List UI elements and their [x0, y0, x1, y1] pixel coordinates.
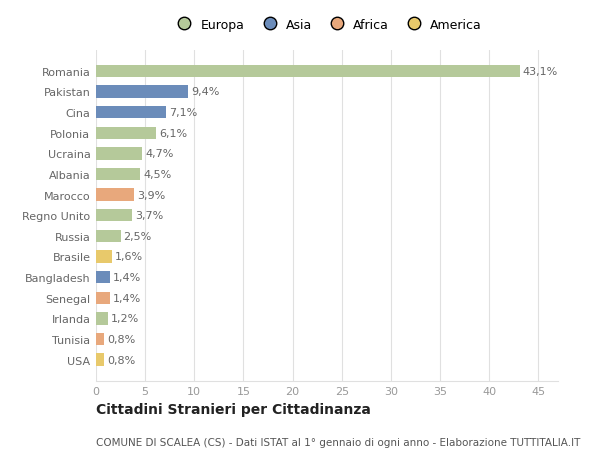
Bar	[96, 251, 112, 263]
Bar	[96, 168, 140, 181]
Legend: Europa, Asia, Africa, America: Europa, Asia, Africa, America	[167, 14, 487, 37]
Text: 4,7%: 4,7%	[145, 149, 173, 159]
Text: Cittadini Stranieri per Cittadinanza: Cittadini Stranieri per Cittadinanza	[96, 402, 371, 416]
Bar	[96, 230, 121, 242]
Bar	[96, 271, 110, 284]
Bar	[96, 313, 108, 325]
Text: 1,4%: 1,4%	[113, 293, 141, 303]
Text: 7,1%: 7,1%	[169, 108, 197, 118]
Text: 0,8%: 0,8%	[107, 355, 135, 365]
Text: 1,2%: 1,2%	[111, 313, 139, 324]
Text: 43,1%: 43,1%	[523, 67, 558, 77]
Bar	[96, 333, 104, 345]
Bar	[96, 86, 188, 98]
Text: COMUNE DI SCALEA (CS) - Dati ISTAT al 1° gennaio di ogni anno - Elaborazione TUT: COMUNE DI SCALEA (CS) - Dati ISTAT al 1°…	[96, 437, 580, 447]
Bar	[96, 106, 166, 119]
Bar	[96, 127, 156, 140]
Bar	[96, 66, 520, 78]
Text: 1,6%: 1,6%	[115, 252, 143, 262]
Bar	[96, 148, 142, 160]
Bar	[96, 353, 104, 366]
Text: 3,7%: 3,7%	[136, 211, 164, 221]
Text: 3,9%: 3,9%	[137, 190, 166, 200]
Text: 2,5%: 2,5%	[124, 231, 152, 241]
Bar	[96, 292, 110, 304]
Text: 6,1%: 6,1%	[159, 129, 187, 139]
Bar	[96, 210, 133, 222]
Text: 0,8%: 0,8%	[107, 334, 135, 344]
Text: 9,4%: 9,4%	[191, 87, 220, 97]
Text: 1,4%: 1,4%	[113, 273, 141, 282]
Text: 4,5%: 4,5%	[143, 169, 172, 179]
Bar	[96, 189, 134, 202]
